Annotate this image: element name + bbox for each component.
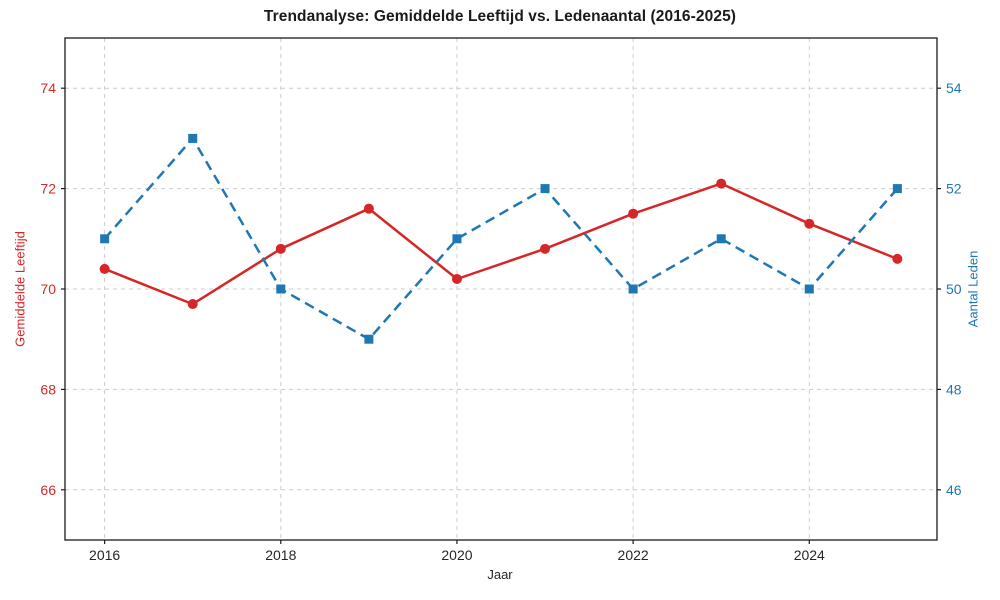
data-point-square bbox=[276, 284, 286, 294]
x-tick-label: 2018 bbox=[265, 547, 296, 563]
right-tick-label: 46 bbox=[946, 482, 962, 498]
left-axis-label: Gemiddelde Leeftijd bbox=[12, 231, 28, 347]
data-point-circle bbox=[716, 178, 727, 189]
x-tick-label: 2024 bbox=[794, 547, 825, 563]
data-point-square bbox=[540, 184, 550, 194]
data-point-circle bbox=[99, 263, 110, 274]
data-point-circle bbox=[628, 208, 639, 219]
x-tick-label: 2022 bbox=[618, 547, 649, 563]
series-line-right bbox=[103, 137, 899, 341]
right-tick-label: 50 bbox=[946, 281, 962, 297]
data-point-square bbox=[100, 234, 110, 244]
left-tick-label: 72 bbox=[40, 181, 56, 197]
data-point-square bbox=[804, 284, 814, 294]
x-axis-label: Jaar bbox=[487, 567, 513, 582]
data-point-square bbox=[364, 334, 374, 344]
data-point-square bbox=[188, 133, 198, 143]
x-tick-label: 2020 bbox=[441, 547, 472, 563]
left-tick-label: 68 bbox=[40, 381, 56, 397]
right-tick-label: 52 bbox=[946, 181, 962, 197]
data-point-square bbox=[892, 184, 902, 194]
series-line-left bbox=[104, 182, 898, 306]
data-point-circle bbox=[275, 243, 286, 254]
data-point-circle bbox=[540, 243, 551, 254]
right-axis-label: Aantal Leden bbox=[965, 250, 981, 328]
chart-title: Trendanalyse: Gemiddelde Leeftijd vs. Le… bbox=[263, 8, 737, 25]
data-point-circle bbox=[804, 218, 815, 229]
data-point-circle bbox=[892, 253, 903, 264]
left-tick-label: 70 bbox=[40, 281, 56, 297]
data-point-square bbox=[628, 284, 638, 294]
left-tick-label: 74 bbox=[40, 80, 56, 96]
data-point-square bbox=[452, 234, 462, 244]
x-tick-label: 2016 bbox=[89, 547, 120, 563]
left-tick-label: 66 bbox=[40, 482, 56, 498]
data-point-square bbox=[716, 234, 726, 244]
right-tick-label: 54 bbox=[946, 80, 962, 96]
right-tick-label: 48 bbox=[946, 381, 962, 397]
data-point-circle bbox=[363, 203, 374, 214]
data-point-circle bbox=[187, 299, 198, 310]
data-point-circle bbox=[451, 273, 462, 284]
